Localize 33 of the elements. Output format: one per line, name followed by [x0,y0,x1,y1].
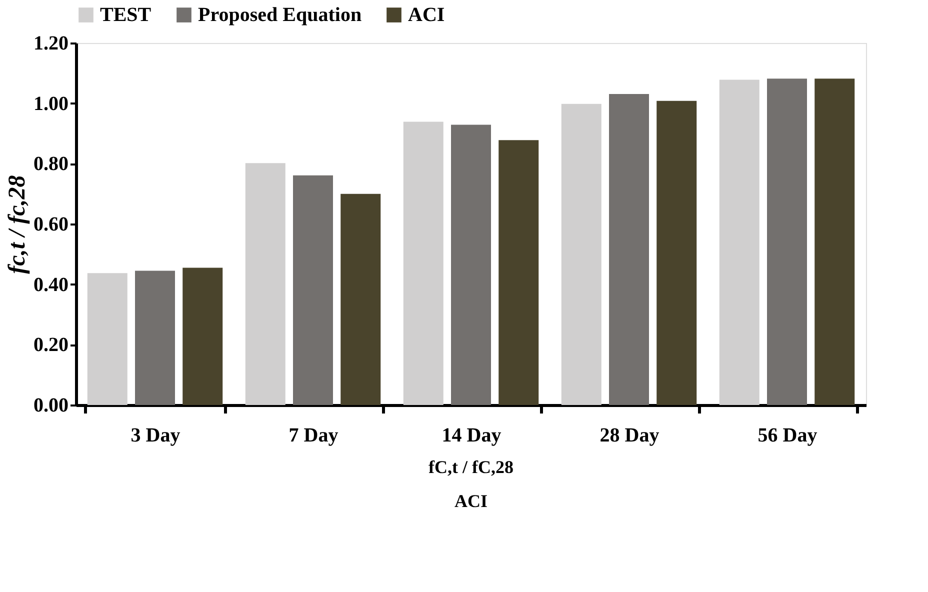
y-tick-label: 0.00 [34,394,68,416]
legend-label: TEST [100,4,152,26]
bar [245,163,286,405]
x-tick-label: 3 Day [130,424,180,446]
x-tick-label: 28 Day [600,424,660,446]
bar [609,94,649,405]
bar [135,270,175,405]
y-tick-label: 1.00 [34,92,68,115]
legend-label: ACI [408,4,445,26]
bar [656,100,697,405]
text: ACI [454,491,488,511]
y-axis-title: fc,t / fc,28 [4,175,30,274]
y-tick-label: 0.20 [34,334,68,356]
bar [403,122,444,405]
bar [719,80,760,405]
x-tick-label: 14 Day [442,424,502,446]
x-tick-label: 7 Day [288,424,338,446]
bar [451,124,491,405]
y-tick-label: 0.80 [34,153,68,176]
x-tick-label: 56 Day [758,424,818,446]
y-tick-label: 1.20 [34,32,68,54]
bar [498,140,539,405]
bar [767,78,807,405]
legend-label: Proposed Equation [198,4,362,26]
bar [814,78,855,405]
bar [87,273,128,405]
text: fC,t / fC,28 [428,457,514,477]
y-tick-label: 0.60 [34,214,68,236]
bar [182,268,223,405]
y-tick-label: 0.40 [34,274,68,296]
bar [293,175,333,405]
bar [340,194,381,405]
bar [561,104,602,405]
